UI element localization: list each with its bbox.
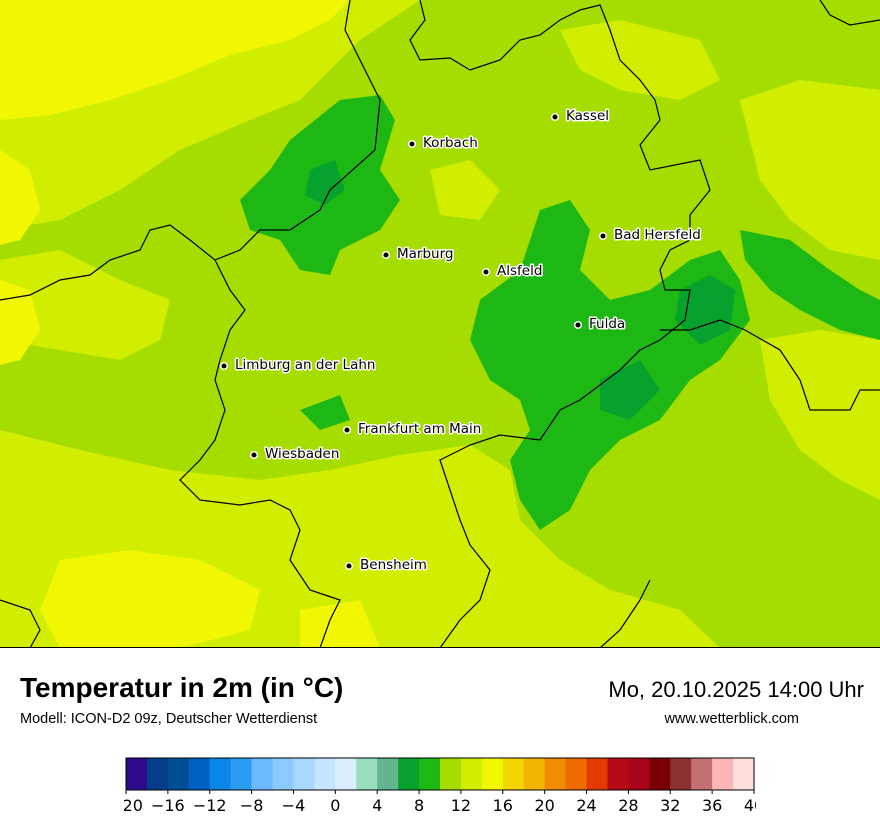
scale-tick-label: 32	[660, 796, 680, 815]
scale-color-step	[251, 758, 274, 790]
scale-color-step	[398, 758, 420, 790]
city-bensheim[interactable]: Bensheim	[344, 556, 428, 575]
forecast-datetime: Mo, 20.10.2025 14:00 Uhr	[608, 677, 864, 702]
svg-text:Bensheim: Bensheim	[360, 557, 427, 573]
scale-color-step	[440, 758, 462, 790]
temp-zone-16-20	[0, 0, 380, 648]
scale-color-step	[314, 758, 336, 790]
model-info: Modell: ICON-D2 09z, Deutscher Wetterdie…	[20, 711, 318, 727]
svg-text:Frankfurt am Main: Frankfurt am Main	[358, 421, 481, 437]
city-wiesbaden[interactable]: Wiesbaden	[249, 445, 341, 464]
scale-tick-label: −16	[151, 796, 185, 815]
scale-border	[125, 757, 755, 791]
temperature-map[interactable]: Kassel Korbach Bad Hersfeld Marburg Alsf…	[0, 0, 880, 648]
scale-color-step	[586, 758, 608, 790]
city-frankfurt-am-main[interactable]: Frankfurt am Main	[342, 420, 483, 439]
scale-color-step	[481, 758, 504, 790]
scale-color-step	[691, 758, 713, 790]
scale-color-step	[377, 758, 399, 790]
city-limburg-an-der-lahn[interactable]: Limburg an der Lahn	[219, 356, 377, 375]
city-alsfeld[interactable]: Alsfeld	[481, 262, 544, 281]
scale-tick-label: −8	[240, 796, 264, 815]
scale-tick-label: 12	[451, 796, 471, 815]
svg-text:Limburg an der Lahn: Limburg an der Lahn	[235, 357, 375, 373]
scale-tick-label: 4	[372, 796, 382, 815]
city-marburg[interactable]: Marburg	[381, 245, 455, 264]
scale-color-step	[272, 758, 294, 790]
scale-tick-label: −12	[193, 796, 227, 815]
scale-color-step	[649, 758, 671, 790]
scale-color-step	[209, 758, 232, 790]
scale-color-step	[607, 758, 629, 790]
website-link[interactable]: www.wetterblick.com	[664, 711, 799, 727]
city-fulda[interactable]: Fulda	[573, 315, 627, 334]
svg-text:Fulda: Fulda	[589, 316, 625, 332]
city-bad-hersfeld[interactable]: Bad Hersfeld	[598, 226, 702, 245]
svg-text:Bad Hersfeld: Bad Hersfeld	[614, 227, 701, 243]
scale-tick-label: 28	[618, 796, 638, 815]
map-title: Temperatur in 2m (in °C)	[20, 672, 344, 703]
scale-color-step	[335, 758, 357, 790]
scale-tick-label: 16	[493, 796, 513, 815]
scale-color-step	[712, 758, 734, 790]
city-korbach[interactable]: Korbach	[407, 134, 479, 153]
svg-text:Korbach: Korbach	[423, 135, 478, 151]
scale-tick-label: 36	[702, 796, 722, 815]
state-borders	[0, 0, 880, 648]
scale-color-step	[293, 758, 315, 790]
scale-color-step	[523, 758, 546, 790]
city-kassel[interactable]: Kassel	[550, 107, 611, 126]
svg-text:Wiesbaden: Wiesbaden	[265, 446, 339, 462]
scale-color-step	[733, 758, 755, 790]
scale-tick-label: 20	[534, 796, 554, 815]
scale-color-step	[502, 758, 525, 790]
scale-tick-label: −20	[124, 796, 143, 815]
scale-color-step	[146, 758, 169, 790]
scale-color-step	[419, 758, 441, 790]
scale-tick-label: 8	[414, 796, 424, 815]
scale-color-step	[670, 758, 692, 790]
scale-color-step	[460, 758, 483, 790]
scale-color-step	[230, 758, 253, 790]
scale-tick-label: −4	[282, 796, 306, 815]
scale-color-step	[188, 758, 211, 790]
svg-text:Marburg: Marburg	[397, 246, 453, 262]
color-scale: −20 −16 −12 −8 −4 0 4 8 12 16 20 24 28 32 36 40	[109, 757, 764, 823]
scale-color-step	[167, 758, 190, 790]
scale-color-step	[544, 758, 567, 790]
scale-color-step	[126, 758, 148, 790]
scale-tick-label: 40	[744, 796, 756, 815]
svg-text:Kassel: Kassel	[566, 108, 609, 124]
scale-tick-label: 0	[330, 796, 340, 815]
scale-tick-label: 24	[576, 796, 596, 815]
svg-text:Alsfeld: Alsfeld	[497, 263, 542, 279]
scale-color-step	[356, 758, 378, 790]
scale-color-step	[565, 758, 588, 790]
scale-color-step	[628, 758, 650, 790]
